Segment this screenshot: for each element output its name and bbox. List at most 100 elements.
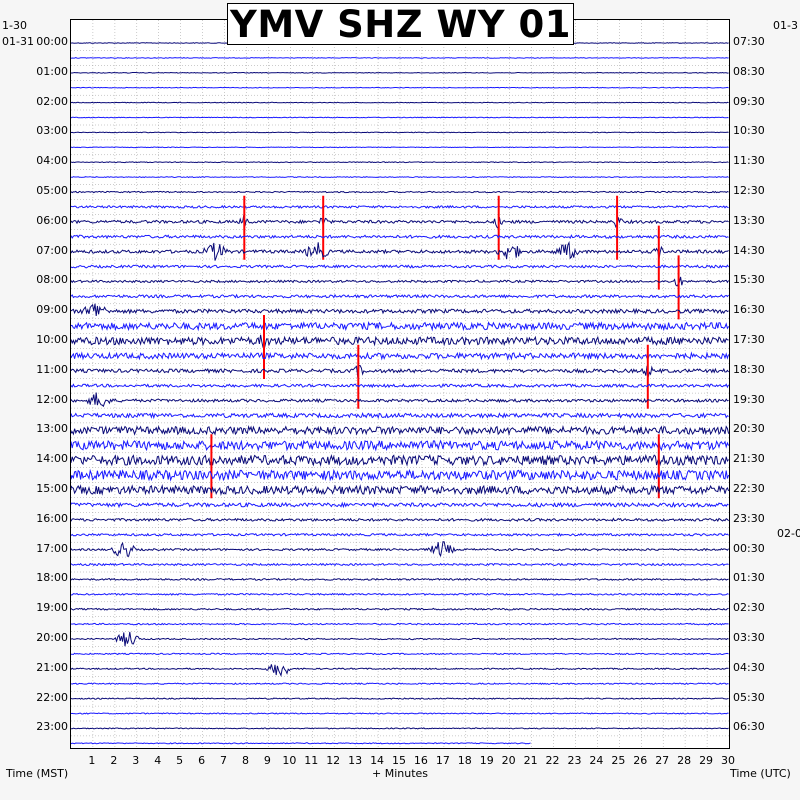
left-hour-label: 08:00 [36,273,68,287]
trace-row [71,453,729,467]
grid [71,20,729,748]
right-date-top: 01-3 [773,19,798,32]
left-hour-label: 07:00 [36,243,68,257]
right-hour-label: 23:30 [733,511,765,525]
right-hour-label: 06:30 [733,720,765,734]
right-hour-label: 19:30 [733,392,765,406]
trace-row [71,293,729,299]
station-title: YMV SHZ WY 01 [227,3,574,46]
x-tick-label: 10 [282,754,297,767]
trace-row [71,577,729,581]
x-tick-label: 16 [413,754,428,767]
x-tick-label: 4 [154,754,162,767]
trace-row [71,652,729,656]
left-hour-label: 20:00 [36,631,68,644]
x-tick-label: 29 [699,754,714,767]
left-axis-title: Time (MST) [6,767,69,780]
right-hour-label: 08:30 [733,64,765,78]
right-axis-title: Time (UTC) [730,767,791,780]
x-tick-label: 18 [457,754,472,767]
trace-row [71,131,729,134]
x-tick-label: 25 [611,754,626,767]
left-hour-label: 02:00 [36,94,68,108]
x-tick-label: 27 [655,754,670,767]
x-tick-label: 11 [304,754,319,767]
x-tick-label: 30 [721,754,735,767]
left-hour-label: 00:00 [36,35,68,48]
left-hour-label: 03:00 [36,124,68,138]
left-hour-label: 01:00 [36,64,68,78]
x-tick-label: 12 [326,754,341,767]
left-hour-label: 16:00 [36,511,68,525]
left-hour-label: 11:00 [36,362,68,376]
left-hour-label: 05:00 [36,184,68,197]
x-tick-label: 9 [263,754,271,767]
trace-row [71,364,729,378]
trace-row [71,176,729,179]
right-hour-label: 15:30 [733,273,765,287]
trace-row [71,541,729,558]
x-tick-label: 21 [523,754,538,767]
trace-row [71,214,729,230]
trace-row [71,592,729,596]
left-hour-label: 15:00 [36,482,68,495]
trace-row [71,146,729,149]
right-hour-label: 22:30 [733,482,765,495]
x-tick-label: 20 [501,754,516,767]
x-tick-label: 28 [677,754,692,767]
trace-row [71,264,729,269]
trace-row [71,517,729,523]
trace-row [71,383,729,389]
trace-row [71,664,729,677]
left-hour-label: 18:00 [36,571,68,585]
trace-row [71,439,729,452]
trace-row [71,334,729,351]
right-hour-label: 16:30 [733,303,765,317]
trace-row [71,240,729,261]
trace-row [71,468,729,482]
trace-row [71,631,729,647]
right-hour-label: 05:30 [733,690,765,704]
x-tick-label: 5 [176,754,184,767]
x-tick-label: 7 [220,754,228,767]
x-tick-label: 22 [545,754,560,767]
right-hour-label: 11:30 [733,154,765,168]
trace-row [71,501,729,509]
trace-row [71,101,729,104]
left-hour-label: 21:00 [36,660,68,674]
right-hour-label: 02:30 [733,601,765,615]
right-hour-label: 12:30 [733,184,765,197]
x-axis-title: + Minutes [372,767,429,780]
trace-row [71,71,729,74]
trace-row [71,424,729,436]
x-tick-label: 15 [392,754,406,767]
x-tick-label: 19 [479,754,494,767]
seismogram-traces [71,20,729,748]
trace-row [71,411,729,420]
trace-row [71,190,729,194]
trace-row [71,204,729,209]
right-hour-label: 01:30 [733,571,765,585]
left-hour-label: 10:00 [36,333,68,346]
trace-row [71,116,729,119]
right-hour-label: 21:30 [733,452,765,466]
right-hour-label: 04:30 [733,660,765,674]
right-hour-label: 14:30 [733,243,765,257]
left-hour-label: 04:00 [36,154,68,168]
left-date-start: 01-31 [2,35,34,48]
trace-row [71,712,729,715]
x-tick-label: 8 [241,754,249,767]
x-tick-label: 17 [435,754,450,767]
trace-row [71,321,729,332]
x-tick-label: 26 [633,754,648,767]
trace-row [71,727,729,730]
grid-lines [71,20,729,748]
trace-row [71,351,729,361]
x-tick-label: 13 [348,754,363,767]
trace-row [71,742,531,745]
x-tick-label: 1 [88,754,96,767]
trace-row [71,697,729,700]
x-tick-label: 2 [110,754,118,767]
right-hour-label: 07:30 [733,35,765,48]
left-hour-label: 23:00 [36,720,68,734]
